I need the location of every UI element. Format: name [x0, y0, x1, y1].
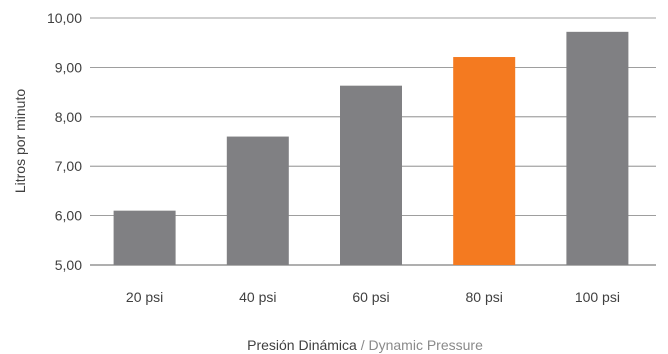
y-tick-label: 5,00 — [55, 257, 82, 273]
bar-80-psi — [453, 57, 516, 265]
x-tick-label: 60 psi — [352, 289, 389, 305]
x-axis-title-separator: / — [357, 337, 369, 353]
y-tick-label: 6,00 — [55, 208, 82, 224]
y-tick-label: 8,00 — [55, 109, 82, 125]
x-axis-title-main: Presión Dinámica — [247, 337, 357, 353]
bar-100-psi — [566, 31, 629, 265]
x-tick-label: 100 psi — [575, 289, 620, 305]
x-tick-label: 40 psi — [239, 289, 276, 305]
bar-60-psi — [340, 85, 402, 265]
y-tick-label: 7,00 — [55, 158, 82, 174]
x-tick-label: 80 psi — [466, 289, 503, 305]
y-axis-title: Litros por minuto — [12, 89, 28, 193]
x-tick-label: 20 psi — [126, 289, 163, 305]
bar-20-psi — [113, 210, 176, 265]
y-axis-ticks: 5,00 6,00 7,00 8,00 9,00 10,00 — [47, 10, 82, 273]
x-axis-title-sub: Dynamic Pressure — [369, 337, 484, 353]
y-tick-label: 9,00 — [55, 59, 82, 75]
bar-40-psi — [226, 136, 289, 265]
x-axis-title: Presión Dinámica / Dynamic Pressure — [247, 337, 483, 353]
x-axis-ticks: 20 psi 40 psi 60 psi 80 psi 100 psi — [126, 289, 620, 305]
y-tick-label: 10,00 — [47, 10, 82, 26]
bars — [113, 31, 629, 265]
